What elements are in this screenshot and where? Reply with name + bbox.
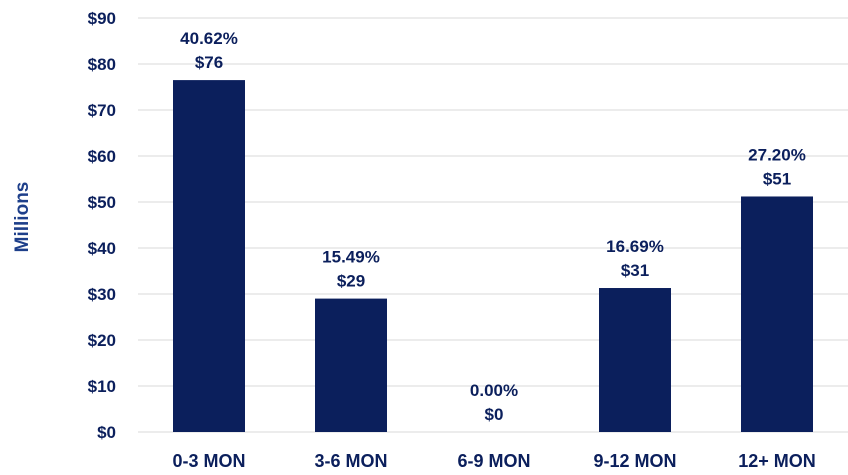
- y-tick-label: $30: [88, 285, 116, 304]
- y-tick-label: $50: [88, 193, 116, 212]
- percent-label: 0.00%: [470, 381, 518, 400]
- x-tick-label: 9-12 MON: [593, 451, 676, 471]
- x-tick-label: 12+ MON: [738, 451, 816, 471]
- gridlines: [138, 17, 848, 433]
- percent-label: 16.69%: [606, 237, 664, 256]
- value-label: $0: [485, 405, 504, 424]
- y-tick-label: $70: [88, 101, 116, 120]
- y-tick-label: $90: [88, 9, 116, 28]
- bar: [315, 298, 387, 432]
- y-tick-label: $40: [88, 239, 116, 258]
- x-tick-label: 0-3 MON: [172, 451, 245, 471]
- y-axis-title: Millions: [12, 182, 33, 253]
- y-tick-label: $0: [97, 423, 116, 442]
- bar: [173, 80, 245, 432]
- x-axis-tick-labels: 0-3 MON 3-6 MON 6-9 MON 9-12 MON 12+ MON: [172, 451, 815, 471]
- value-label: $51: [763, 169, 791, 188]
- percent-label: 40.62%: [180, 29, 238, 48]
- x-tick-label: 3-6 MON: [314, 451, 387, 471]
- y-tick-label: $20: [88, 331, 116, 350]
- bar: [741, 196, 813, 432]
- bar: [599, 288, 671, 432]
- percent-label: 15.49%: [322, 248, 380, 267]
- y-tick-label: $60: [88, 147, 116, 166]
- value-label: $31: [621, 261, 649, 280]
- x-tick-label: 6-9 MON: [457, 451, 530, 471]
- value-label: $76: [195, 53, 223, 72]
- data-labels: 40.62% $76 15.49% $29 0.00% $0 16.69% $31 27.20%…: [180, 29, 806, 424]
- bars: [173, 80, 813, 432]
- y-tick-label: $10: [88, 377, 116, 396]
- value-label: $29: [337, 272, 365, 291]
- y-tick-label: $80: [88, 55, 116, 74]
- y-axis-tick-labels: $0 $10 $20 $30 $40 $50 $60 $70 $80 $90: [88, 9, 116, 442]
- percent-label: 27.20%: [748, 145, 806, 164]
